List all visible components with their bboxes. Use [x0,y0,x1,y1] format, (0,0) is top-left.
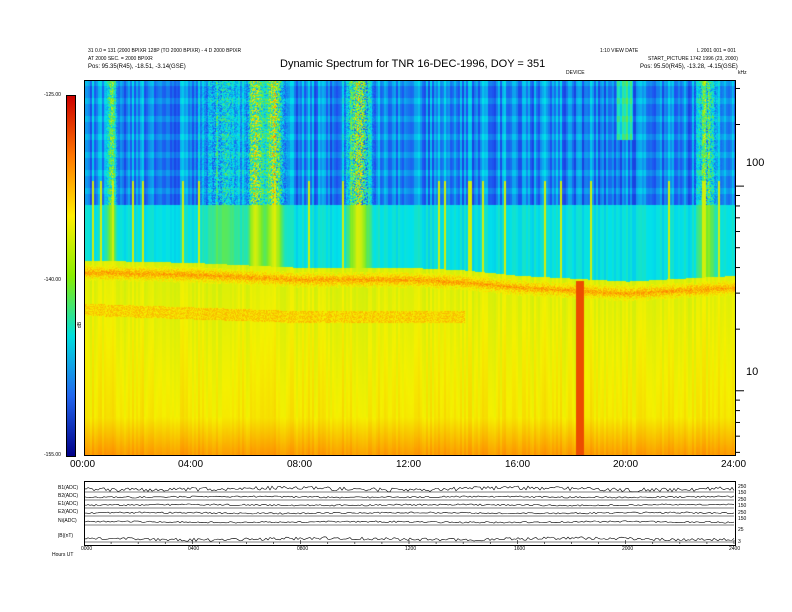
bottom-x-tick-1600: 1600 [514,546,526,552]
header-position-right: Pos: 95.50(R45), -13.28, -4.15(GSE) [640,64,738,70]
bottom-right-tick-3: 250 [738,497,747,503]
header-info-right-1: 1:10 VIEW DATE [600,48,639,54]
bottom-right-tick-6: 150 [738,516,747,522]
bottom-footer-label: Hours UT [52,552,74,558]
bottom-trace-4 [84,520,735,524]
y-tick-label-10: 10 [746,366,759,378]
x-tick-label-2400: 24:00 [721,459,747,470]
bottom-right-tick-5: 250 [738,510,747,516]
spectrogram-heatmap [84,80,736,456]
colorbar-tick-mid: -140.00 [44,277,61,283]
header-info-line-1: 31 0.0 = 131 (2000 BPIXR 128P (TO 2000 B… [88,48,242,54]
bottom-right-tick-7: 25 [738,527,744,533]
x-tick-label-1200: 12:00 [396,459,422,470]
frequency-axis [736,87,744,453]
header-info-right-2: L 2001 001 = 001 [697,48,736,54]
header-position-left: Pos: 95.35(R45), -18.51, -3.14(GSE) [88,64,186,70]
x-tick-label-0400: 04:00 [178,459,204,470]
bottom-row-label-ni: Ni(ADC) [58,518,77,524]
bottom-x-tick-0400: 0400 [188,546,200,552]
bottom-right-tick-2: 150 [738,490,747,496]
khz-unit-label: kHz [738,70,747,76]
colorbar [66,95,76,457]
bottom-x-tick-2400: 2400 [729,546,741,552]
header-info-line-2: AT 2000 SEC. = 2000 BPIXR [88,56,153,62]
y-tick-label-100: 100 [746,157,765,169]
colorbar-tick-top: -125.00 [44,92,61,98]
bottom-x-tick-0000: 0000 [81,546,93,552]
plot-frame [84,80,736,456]
bottom-x-tick-0800: 0800 [297,546,309,552]
bottom-row-label-b1: B1(ADC) [58,485,79,491]
bottom-panel-traces [84,485,735,544]
bottom-x-tick-1200: 1200 [405,546,417,552]
bottom-x-tick-2000: 2000 [622,546,634,552]
colorbar-tick-bottom: -155.00 [44,452,61,458]
bottom-row-label-e2: E2(ADC) [58,509,79,515]
bottom-row-label-e1: E1(ADC) [58,501,79,507]
chart-title: Dynamic Spectrum for TNR 16-DEC-1996, DO… [280,58,546,70]
x-tick-label-0000: 00:00 [70,459,96,470]
bottom-trace-1 [84,495,735,499]
bottom-right-tick-4: 150 [738,503,747,509]
colorbar-label: dB [77,321,84,329]
x-tick-label-0800: 08:00 [287,459,313,470]
bottom-trace-0 [84,485,735,493]
bottom-right-tick-8: 3 [738,539,741,545]
device-label: DEVICE [566,70,585,76]
x-tick-label-2000: 20:00 [613,459,639,470]
header-info-right-3: START_PICTURE 1742 1996 (23, 2000) [648,56,738,62]
bottom-row-label-b2: B2(ADC) [58,493,79,499]
bottom-panel-frame [84,481,736,546]
bottom-trace-2 [84,503,735,507]
bottom-trace-3 [84,511,735,515]
bottom-right-tick-1: 250 [738,484,747,490]
bottom-row-label-bmag: |B|(nT) [58,533,74,539]
x-tick-label-1600: 16:00 [505,459,531,470]
